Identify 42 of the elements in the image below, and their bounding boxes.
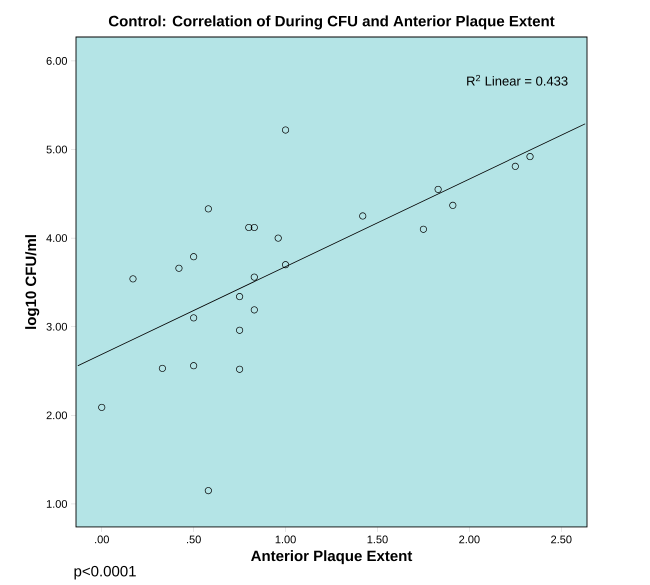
point [512, 162, 519, 170]
point [420, 226, 427, 233]
x-tick-label: 2.50 [551, 536, 572, 544]
point [236, 366, 244, 373]
x-axis-title: Anterior Plaque Extent [251, 550, 412, 564]
point [204, 205, 212, 212]
point [274, 234, 282, 242]
point [250, 306, 258, 314]
x-tick-label: 2.00 [459, 536, 480, 544]
point [190, 314, 198, 322]
y-tick-label: 6.00 [46, 57, 68, 65]
annotation: R$^{2}$ Linear = 0.433 [467, 74, 568, 86]
point [250, 224, 258, 232]
point [434, 186, 442, 193]
x-tick-label: 1.50 [368, 536, 388, 544]
y-tick-label: 3.00 [46, 322, 68, 331]
point [250, 274, 258, 281]
point [282, 261, 290, 268]
y-axis-title: log10 CFU/ml [25, 235, 40, 329]
point [158, 364, 166, 372]
x-tick-label: 1.00 [276, 536, 296, 544]
point [526, 153, 534, 160]
point [129, 275, 137, 282]
point [190, 253, 198, 260]
text: p<0.0001 [74, 566, 136, 580]
point [236, 326, 244, 334]
y-tick-label: 4.00 [46, 234, 68, 242]
y-tick-label: 2.00 [46, 411, 68, 420]
point [175, 264, 182, 272]
point [449, 202, 456, 209]
point [359, 212, 366, 220]
y-tick-label: 1.00 [46, 500, 68, 508]
chart-title: Control: Correlation of During CFU and Anterior Plaque Extent [108, 15, 555, 30]
point [98, 404, 106, 411]
x-tick-label: .00 [95, 536, 109, 544]
point [204, 487, 212, 494]
point [282, 126, 290, 134]
x-tick-label: .50 [187, 536, 201, 544]
y-tick-label: 5.00 [46, 146, 68, 154]
point [245, 224, 252, 232]
point [236, 293, 244, 300]
point [190, 362, 198, 370]
